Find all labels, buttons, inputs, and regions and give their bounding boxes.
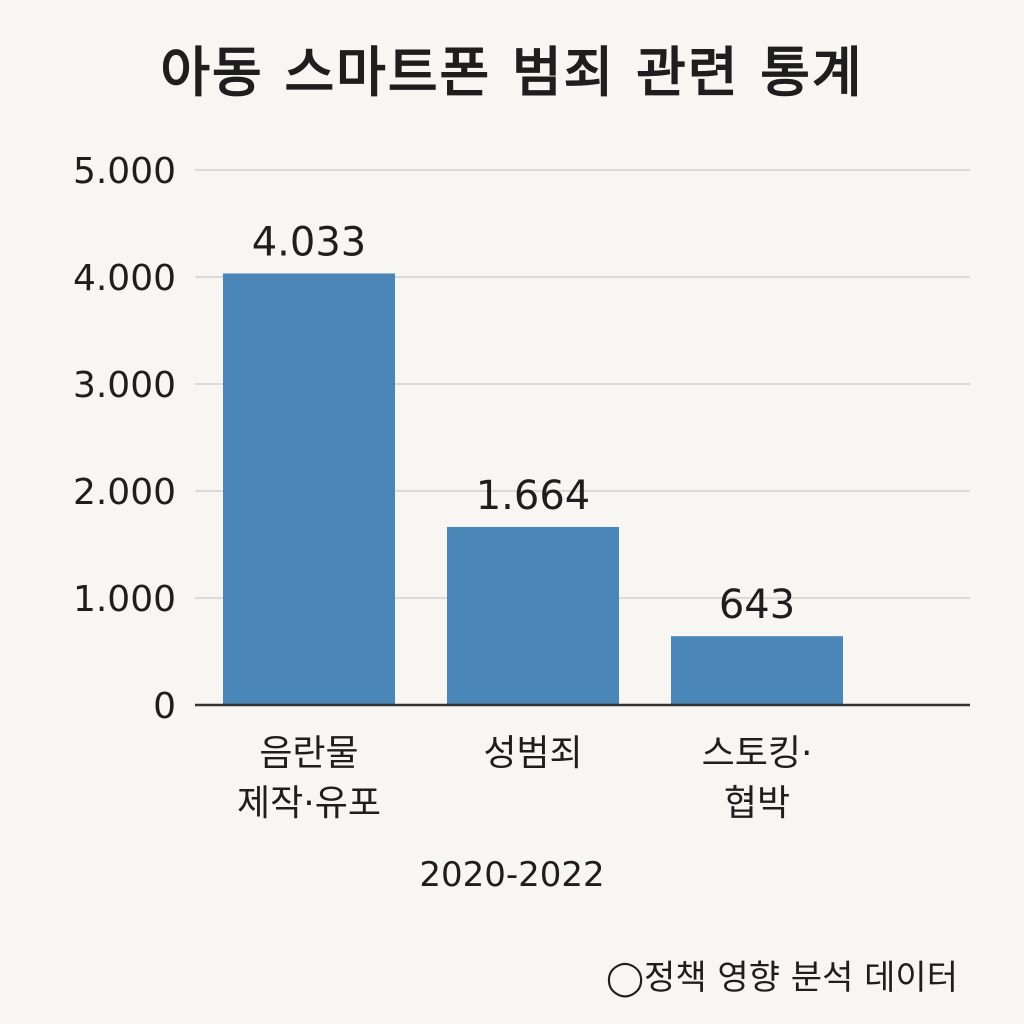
x-axis-label: 2020-2022	[419, 855, 605, 895]
y-tick-label: 4.000	[73, 258, 176, 299]
x-tick-label: 제작·유포	[237, 783, 381, 824]
x-tick-label: 스토킹·	[702, 733, 813, 774]
y-tick-label: 3.000	[73, 365, 176, 406]
y-tick-label: 1.000	[73, 579, 176, 620]
bar	[447, 526, 619, 705]
data-label: 4.033	[252, 219, 367, 265]
x-tick-label: 협박	[724, 783, 790, 824]
data-label: 643	[719, 582, 795, 628]
x-tick-label: 음란물	[259, 733, 358, 774]
y-tick-label: 0	[153, 686, 176, 727]
y-tick-label: 5.000	[73, 151, 176, 192]
y-tick-label: 2.000	[73, 472, 176, 513]
bar	[671, 636, 843, 705]
chart-title: 아동 스마트폰 범죄 관련 통계	[160, 41, 864, 104]
bar	[223, 273, 395, 705]
x-tick-label: 성범죄	[483, 733, 582, 774]
data-label: 1.664	[476, 473, 591, 519]
source-note: ◯정책 영향 분석 데이터	[606, 958, 958, 998]
